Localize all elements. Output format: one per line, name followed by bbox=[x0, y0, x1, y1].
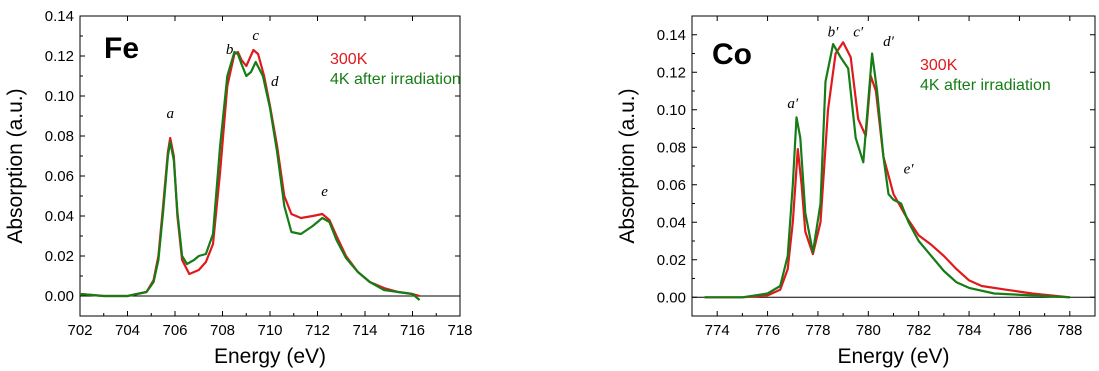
y-axis-title: Absorption (a.u.) bbox=[616, 88, 639, 243]
legend-entry: 300K bbox=[330, 51, 368, 68]
x-tick-label: 784 bbox=[957, 322, 982, 339]
x-axis-title: Energy (eV) bbox=[837, 345, 949, 368]
y-tick-label: 0.02 bbox=[45, 248, 74, 265]
x-tick-label: 714 bbox=[352, 322, 377, 339]
y-tick-label: 0.12 bbox=[45, 48, 74, 65]
y-tick-label: 0.10 bbox=[45, 88, 74, 105]
y-tick-label: 0.04 bbox=[45, 208, 74, 225]
x-tick-label: 706 bbox=[162, 322, 187, 339]
chart-panel-1: 774 776 778 780 782 784 786 788 0.00 0.02 0.04 0.06… bbox=[616, 16, 1095, 368]
x-tick-label: 718 bbox=[447, 322, 472, 339]
panel-label: Co bbox=[712, 38, 752, 71]
peak-label: b′ bbox=[828, 25, 840, 41]
x-tick-label: 782 bbox=[906, 322, 931, 339]
peak-label: c′ bbox=[853, 25, 864, 41]
x-tick-label: 776 bbox=[755, 322, 780, 339]
chart-panel-0: 702 704 706 708 710 712 714 716 718 0.00 0.02 0.04 0… bbox=[4, 8, 473, 368]
y-axis-title: Absorption (a.u.) bbox=[4, 88, 27, 243]
plot-frame bbox=[692, 16, 1095, 316]
x-tick-label: 778 bbox=[805, 322, 830, 339]
x-tick-label: 780 bbox=[856, 322, 881, 339]
x-tick-label: 710 bbox=[257, 322, 282, 339]
peak-label: a′ bbox=[787, 96, 799, 112]
legend-entry: 4K after irradiation bbox=[330, 71, 461, 88]
x-axis-title: Energy (eV) bbox=[214, 345, 326, 368]
y-tick-label: 0.00 bbox=[657, 289, 686, 306]
peak-label: c bbox=[252, 28, 259, 44]
peak-label: d′ bbox=[883, 34, 895, 50]
peak-label: a bbox=[167, 106, 175, 122]
y-tick-label: 0.06 bbox=[45, 168, 74, 185]
y-tick-label: 0.14 bbox=[45, 8, 74, 25]
y-tick-label: 0.08 bbox=[45, 128, 74, 145]
x-tick-label: 702 bbox=[67, 322, 92, 339]
series-line-4k bbox=[80, 52, 420, 300]
peak-label: e bbox=[321, 184, 328, 200]
legend-entry: 4K after irradiation bbox=[920, 77, 1051, 94]
peak-label: d bbox=[271, 74, 279, 90]
x-tick-label: 774 bbox=[705, 322, 730, 339]
y-tick-label: 0.02 bbox=[657, 252, 686, 269]
y-tick-label: 0.08 bbox=[657, 139, 686, 156]
y-tick-label: 0.10 bbox=[657, 102, 686, 119]
x-tick-label: 716 bbox=[400, 322, 425, 339]
y-tick-label: 0.00 bbox=[45, 288, 74, 305]
x-tick-label: 708 bbox=[210, 322, 235, 339]
y-tick-label: 0.12 bbox=[657, 64, 686, 81]
legend-entry: 300K bbox=[920, 57, 958, 74]
x-tick-label: 704 bbox=[115, 322, 140, 339]
y-tick-label: 0.04 bbox=[657, 214, 686, 231]
x-tick-label: 786 bbox=[1007, 322, 1032, 339]
y-tick-label: 0.06 bbox=[657, 177, 686, 194]
y-tick-label: 0.14 bbox=[657, 27, 686, 44]
peak-label: b bbox=[226, 42, 234, 58]
x-tick-label: 712 bbox=[305, 322, 330, 339]
panel-label: Fe bbox=[104, 32, 139, 65]
x-tick-label: 788 bbox=[1057, 322, 1082, 339]
peak-label: e′ bbox=[904, 162, 915, 178]
